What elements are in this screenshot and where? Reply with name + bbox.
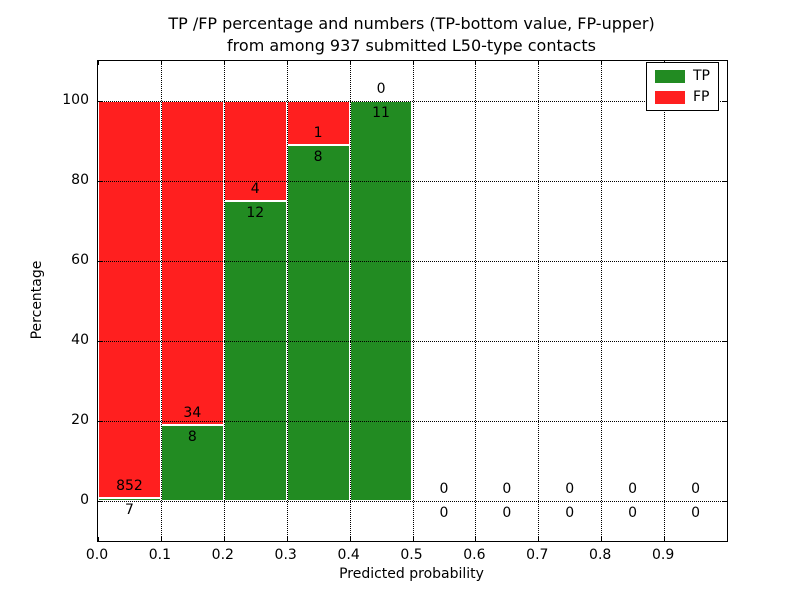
x-tick-label: 0.5 (400, 547, 423, 563)
y-tick-label: 0 (80, 492, 89, 508)
x-tick-label: 0.6 (463, 547, 486, 563)
x-tick-mark (287, 61, 288, 65)
y-tick-mark (723, 421, 727, 422)
legend-entry: FP (655, 90, 710, 104)
x-tick-label: 0.7 (526, 547, 549, 563)
chart-title: TP /FP percentage and numbers (TP-bottom… (97, 13, 726, 57)
x-tick-label: 0.4 (337, 547, 360, 563)
x-tick-mark (475, 61, 476, 65)
gridline-vertical (349, 61, 351, 541)
chart-title-line1: TP /FP percentage and numbers (TP-bottom… (168, 14, 655, 33)
gridline-vertical (601, 61, 603, 541)
y-axis-label: Percentage (29, 260, 45, 340)
x-tick-mark (161, 537, 162, 541)
x-tick-mark (538, 537, 539, 541)
x-tick-label: 0.0 (85, 547, 109, 563)
y-tick-mark (723, 341, 727, 342)
y-tick-label: 80 (71, 172, 89, 188)
y-tick-mark (723, 181, 727, 182)
chart-title-line2: from among 937 submitted L50-type contac… (227, 36, 596, 55)
x-tick-mark (601, 537, 602, 541)
legend-label: FP (693, 89, 710, 105)
y-tick-mark (723, 101, 727, 102)
bar-segment-tp (98, 497, 161, 501)
y-tick-label: 20 (71, 412, 89, 428)
legend: TP FP (646, 62, 719, 111)
x-tick-label: 0.8 (589, 547, 612, 563)
x-tick-mark (664, 537, 665, 541)
bar-segment-fp (160, 101, 224, 425)
x-tick-mark (287, 537, 288, 541)
x-tick-label: 0.9 (651, 547, 675, 563)
bar-label-fp: 852 (116, 477, 143, 494)
bar-label-tp: 0 (502, 505, 512, 521)
bar-label-fp: 0 (565, 481, 575, 497)
x-tick-label: 0.2 (211, 547, 234, 563)
x-tick-mark (350, 61, 351, 65)
bar-label-fp: 0 (376, 81, 386, 97)
y-tick-mark (98, 421, 102, 422)
x-tick-mark (475, 537, 476, 541)
bar-segment-tp (286, 145, 350, 501)
x-tick-mark (98, 537, 99, 541)
y-tick-label: 100 (62, 92, 89, 108)
gridline-vertical (412, 61, 414, 541)
x-tick-label: 0.3 (274, 547, 297, 563)
gridline-vertical (286, 61, 288, 541)
x-tick-mark (413, 61, 414, 65)
legend-label: TP (693, 68, 710, 84)
bar-label-tp: 0 (565, 505, 575, 521)
bar-segment-tp (349, 101, 413, 501)
legend-entry: TP (655, 69, 710, 83)
bar-segment-tp (223, 201, 287, 501)
y-tick-label: 60 (71, 252, 89, 268)
y-tick-mark (98, 181, 102, 182)
y-tick-mark (98, 101, 102, 102)
x-tick-mark (98, 61, 99, 65)
y-tick-mark (723, 261, 727, 262)
legend-swatch-tp (655, 69, 685, 83)
plot-area: 852 7 34 8 4 12 1 8 0 11 0 0 0 0 0 0 0 0 0 0 (97, 60, 728, 542)
bar-label-fp: 0 (628, 481, 638, 497)
bar-label-fp: 0 (502, 481, 512, 497)
gridline-vertical (160, 61, 162, 541)
bar-label-tp: 8 (187, 428, 197, 445)
bar-label-tp: 0 (691, 505, 701, 521)
y-tick-mark (98, 261, 102, 262)
bar-segment-fp (98, 101, 161, 498)
x-tick-mark (161, 61, 162, 65)
bar-label-fp: 34 (183, 404, 202, 421)
x-tick-mark (350, 537, 351, 541)
x-tick-mark (538, 61, 539, 65)
bar-label-fp: 4 (250, 181, 260, 197)
y-tick-label: 40 (71, 332, 89, 348)
bar-label-fp: 1 (313, 125, 323, 142)
gridline-vertical (223, 61, 225, 541)
x-tick-mark (224, 61, 225, 65)
legend-swatch-fp (655, 90, 685, 104)
bar-segment-tp (160, 424, 224, 501)
bar-label-tp: 12 (246, 205, 265, 221)
y-tick-mark (98, 341, 102, 342)
bar-label-tp: 7 (124, 501, 134, 518)
bar-label-tp: 11 (372, 105, 390, 121)
bar-label-tp: 0 (628, 505, 638, 521)
gridline-vertical (475, 61, 477, 541)
bar-label-tp: 8 (313, 149, 323, 166)
gridline-vertical (538, 61, 540, 541)
y-tick-mark (723, 501, 727, 502)
bar-label-fp: 0 (439, 481, 449, 497)
y-tick-mark (98, 501, 102, 502)
x-tick-mark (413, 537, 414, 541)
x-tick-mark (601, 61, 602, 65)
bar-label-tp: 0 (439, 505, 449, 521)
bar-label-fp: 0 (691, 481, 701, 497)
x-axis-label: Predicted probability (339, 566, 484, 582)
x-tick-mark (224, 537, 225, 541)
gridline-vertical (664, 61, 666, 541)
x-tick-label: 0.1 (148, 547, 172, 563)
